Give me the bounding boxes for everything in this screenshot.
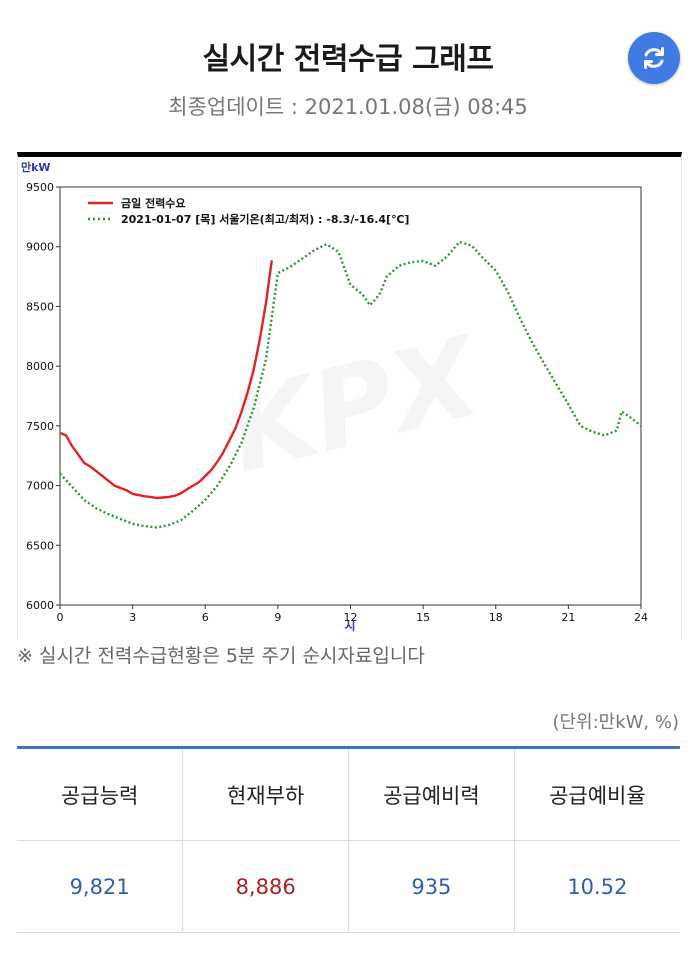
- supply-table-header-row: 공급능력 현재부하 공급예비력 공급예비율: [17, 747, 680, 841]
- y-tick-label: 7500: [26, 420, 54, 433]
- x-tick-label: 18: [489, 611, 503, 624]
- y-unit-label: 만kW: [21, 160, 51, 174]
- value-supply-capacity: 9,821: [17, 840, 184, 933]
- y-tick-label: 9500: [26, 181, 54, 194]
- chart-svg: 만kW KPX 60006500700075008000850090009500…: [21, 160, 648, 633]
- x-tick-label: 15: [416, 611, 430, 624]
- y-tick-label: 6000: [26, 599, 54, 612]
- x-tick-label: 21: [561, 611, 575, 624]
- x-tick-label: 3: [129, 611, 136, 624]
- header-supply-capacity: 공급능력: [17, 747, 184, 841]
- header-reserve-rate: 공급예비율: [514, 747, 680, 841]
- y-tick-label: 6500: [26, 539, 54, 552]
- value-current-load: 8,886: [182, 840, 349, 933]
- refresh-button[interactable]: [628, 32, 680, 84]
- y-tick-label: 8000: [26, 360, 54, 373]
- y-tick-label: 9000: [26, 241, 54, 254]
- supply-table-value-row: 9,821 8,886 935 10.52: [17, 840, 680, 933]
- last-updated: 최종업데이트 : 2021.01.08(금) 08:45: [0, 91, 696, 121]
- legend-label-today: 금일 전력수요: [121, 196, 186, 210]
- header-reserve-power: 공급예비력: [348, 747, 515, 841]
- x-tick-label: 9: [274, 611, 281, 624]
- refresh-icon: [644, 47, 664, 69]
- x-tick-label: 24: [634, 611, 648, 624]
- unit-label: (단위:만kW, %): [552, 712, 679, 733]
- page-title: 실시간 전력수급 그래프: [202, 42, 494, 77]
- chart-legend: 금일 전력수요 2021-01-07 [목] 서울기온(최고/최저) : -8.…: [88, 196, 409, 226]
- x-unit-label: 시: [344, 619, 355, 633]
- series-line-yesterday: [59, 240, 642, 529]
- value-reserve-power: 935: [348, 840, 515, 933]
- y-tick-label: 7000: [26, 480, 54, 493]
- value-reserve-rate: 10.52: [514, 840, 680, 933]
- series-line-today: [59, 260, 273, 500]
- x-tick-label: 6: [202, 611, 209, 624]
- y-tick-label: 8500: [26, 300, 54, 313]
- last-updated-value: 2021.01.08(금) 08:45: [304, 95, 528, 119]
- x-tick-label: 0: [57, 611, 64, 624]
- x-tick-label: 12: [344, 611, 358, 624]
- legend-label-yesterday: 2021-01-07 [목] 서울기온(최고/최저) : -8.3/-16.4[…: [121, 212, 409, 226]
- last-updated-label: 최종업데이트 :: [168, 95, 305, 119]
- power-demand-chart: 만kW KPX 6000 6500 7000 7500 8000 8500 9000 9500…: [17, 152, 682, 639]
- data-note: ※ 실시간 전력수급현황은 5분 주기 순시자료입니다: [17, 645, 425, 667]
- header-current-load: 현재부하: [182, 747, 349, 841]
- supply-table: 공급능력 현재부하 공급예비력 공급예비율 9,821 8,886 935 10…: [17, 746, 680, 933]
